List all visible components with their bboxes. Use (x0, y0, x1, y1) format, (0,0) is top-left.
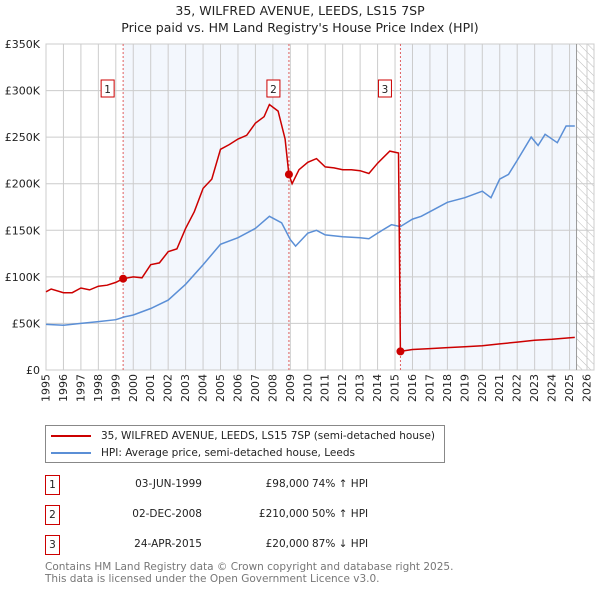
sale-price: £98,000 (265, 478, 309, 490)
x-tick-label: 2014 (371, 374, 384, 402)
sale-date: 03-JUN-1999 (135, 478, 202, 490)
y-tick-label: £0 (26, 364, 40, 377)
sale-marker-number: 2 (45, 505, 60, 525)
y-tick-label: £200K (5, 178, 41, 191)
x-tick-label: 2011 (319, 374, 332, 402)
sale-point (284, 170, 293, 179)
x-tick-label: 2018 (441, 374, 454, 402)
sale-marker-box (100, 79, 115, 98)
sale-marker-label: 2 (270, 84, 277, 96)
sale-marker-box (266, 79, 281, 98)
x-tick-label: 2026 (581, 374, 594, 402)
x-tick-label: 2006 (231, 374, 244, 402)
sale-hpi: 50% ↑ HPI (312, 508, 369, 520)
x-tick-label: 2012 (336, 374, 349, 402)
chart-title: 35, WILFRED AVENUE, LEEDS, LS15 7SP (175, 3, 425, 18)
sale-date: 24-APR-2015 (134, 538, 202, 550)
x-tick-label: 2001 (144, 374, 157, 402)
x-tick-label: 2022 (511, 374, 524, 402)
legend-item-property: 35, WILFRED AVENUE, LEEDS, LS15 7SP (sem… (46, 428, 435, 444)
footer-licence: This data is licensed under the Open Gov… (45, 573, 380, 585)
x-tick-label: 1996 (57, 374, 70, 402)
sale-point (119, 274, 128, 283)
x-tick-label: 2021 (493, 374, 506, 402)
x-tick-label: 2025 (563, 374, 576, 402)
x-tick-label: 2004 (197, 374, 210, 402)
x-tick-label: 1995 (40, 374, 53, 402)
x-tick-label: 2023 (528, 374, 541, 402)
table-row: 1 03-JUN-1999 £98,000 74% ↑ HPI (45, 475, 465, 495)
y-tick-label: £250K (5, 131, 41, 144)
legend-item-hpi: HPI: Average price, semi-detached house,… (46, 445, 355, 461)
table-row: 3 24-APR-2015 £20,000 87% ↓ HPI (45, 535, 465, 555)
y-tick-label: £50K (12, 317, 41, 330)
x-tick-label: 2019 (458, 374, 471, 402)
x-tick-label: 2009 (284, 374, 297, 402)
x-tick-label: 2016 (406, 374, 419, 402)
shaded-period (400, 44, 577, 370)
sale-marker-label: 3 (382, 84, 389, 96)
table-row: 2 02-DEC-2008 £210,000 50% ↑ HPI (45, 505, 465, 525)
sale-date: 02-DEC-2008 (132, 508, 202, 520)
legend-label: 35, WILFRED AVENUE, LEEDS, LS15 7SP (sem… (101, 430, 435, 442)
sale-price: £20,000 (265, 538, 309, 550)
chart-subtitle: Price paid vs. HM Land Registry's House … (121, 20, 479, 35)
shaded-period (123, 44, 289, 370)
sale-marker-label: 1 (104, 84, 111, 96)
legend-label: HPI: Average price, semi-detached house,… (101, 447, 355, 459)
x-tick-label: 2015 (389, 374, 402, 402)
sale-hpi: 87% ↓ HPI (312, 538, 369, 550)
sale-marker-number: 1 (45, 475, 60, 495)
sale-point (396, 347, 405, 356)
footer: Contains HM Land Registry data © Crown c… (45, 561, 453, 585)
sale-marker-number: 3 (45, 535, 60, 555)
x-tick-label: 2024 (546, 374, 559, 402)
x-tick-label: 1997 (74, 374, 87, 402)
x-tick-label: 2007 (249, 374, 262, 402)
y-tick-label: £350K (5, 38, 41, 51)
plot-border (45, 43, 595, 371)
sale-hpi: 74% ↑ HPI (312, 478, 369, 490)
legend-swatch-red (51, 435, 91, 437)
x-tick-label: 2000 (127, 374, 140, 402)
x-tick-label: 2005 (214, 374, 227, 402)
forecast-hatch (576, 44, 594, 370)
x-tick-label: 2013 (354, 374, 367, 402)
x-tick-label: 1998 (92, 374, 105, 402)
x-tick-label: 2008 (266, 374, 279, 402)
legend: 35, WILFRED AVENUE, LEEDS, LS15 7SP (sem… (45, 425, 445, 463)
x-tick-label: 2003 (179, 374, 192, 402)
series-line-hpi (45, 125, 575, 327)
sale-price: £210,000 (258, 508, 309, 520)
legend-swatch-blue (51, 452, 91, 454)
x-tick-label: 1999 (109, 374, 122, 402)
y-tick-label: £100K (5, 271, 41, 284)
y-tick-label: £300K (5, 85, 41, 98)
x-tick-label: 2010 (301, 374, 314, 402)
x-tick-label: 2017 (423, 374, 436, 402)
footer-copyright: Contains HM Land Registry data © Crown c… (45, 561, 454, 573)
plot-area: 1995 1996 1997 1998 1999 2000 2001 2002 2003 2004… (5, 38, 595, 402)
sale-marker-box (377, 79, 392, 98)
x-tick-label: 2020 (476, 374, 489, 402)
y-tick-label: £150K (5, 224, 41, 237)
x-tick-label: 2002 (162, 374, 175, 402)
